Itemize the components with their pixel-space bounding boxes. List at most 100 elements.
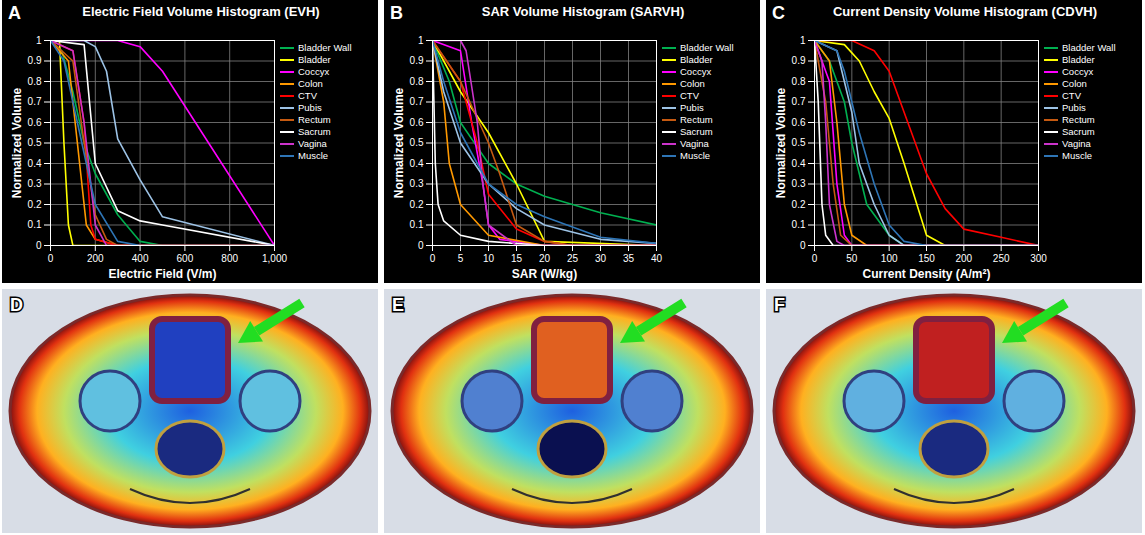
svg-text:0: 0 xyxy=(812,253,818,264)
svg-text:400: 400 xyxy=(132,253,149,264)
html-text:Vagina: Vagina xyxy=(1062,138,1091,149)
svg-text:0.7: 0.7 xyxy=(28,96,42,107)
svg-text:0.7: 0.7 xyxy=(410,96,424,107)
svg-text:0.8: 0.8 xyxy=(792,76,806,87)
svg-text:0.9: 0.9 xyxy=(792,55,806,66)
html-text:Sacrum: Sacrum xyxy=(1062,126,1095,137)
svg-text:SAR (W/kg): SAR (W/kg) xyxy=(512,267,577,281)
html-text:Pubis: Pubis xyxy=(298,102,322,113)
svg-text:300: 300 xyxy=(1030,253,1047,264)
html-text:Muscle: Muscle xyxy=(680,150,711,161)
svg-text:35: 35 xyxy=(623,253,635,264)
svg-text:0.6: 0.6 xyxy=(28,117,42,128)
svg-text:0: 0 xyxy=(430,253,436,264)
svg-text:0.5: 0.5 xyxy=(792,137,806,148)
svg-text:5: 5 xyxy=(458,253,464,264)
html-text:Sacrum: Sacrum xyxy=(680,126,713,137)
svg-text:0.3: 0.3 xyxy=(410,178,424,189)
svg-text:150: 150 xyxy=(918,253,935,264)
html-text:A: A xyxy=(8,3,21,23)
svg-text:0.2: 0.2 xyxy=(28,199,42,210)
svg-text:0.8: 0.8 xyxy=(410,76,424,87)
html-text:Vagina: Vagina xyxy=(680,138,709,149)
svg-text:0.2: 0.2 xyxy=(410,199,424,210)
svg-text:0.8: 0.8 xyxy=(28,76,42,87)
html-text:C: C xyxy=(772,3,785,23)
svg-text:50: 50 xyxy=(846,253,858,264)
svg-text:200: 200 xyxy=(87,253,104,264)
html-text:Bladder Wall: Bladder Wall xyxy=(680,42,734,53)
html-text:Pubis: Pubis xyxy=(1062,102,1086,113)
html-text:Muscle: Muscle xyxy=(298,150,329,161)
html-text:Electric Field Volume Histogra: Electric Field Volume Histogram (EVH) xyxy=(82,4,320,19)
svg-text:0.2: 0.2 xyxy=(792,199,806,210)
svg-text:Normalized Volume: Normalized Volume xyxy=(392,87,406,198)
svg-text:0.1: 0.1 xyxy=(792,219,806,230)
svg-text:Normalized Volume: Normalized Volume xyxy=(774,87,788,198)
svg-text:0: 0 xyxy=(800,240,806,251)
svg-text:Electric Field (V/m): Electric Field (V/m) xyxy=(108,267,216,281)
svg-text:E: E xyxy=(392,295,404,315)
html-text:Bladder: Bladder xyxy=(298,54,331,65)
html-text:Bladder Wall: Bladder Wall xyxy=(298,42,352,53)
svg-text:Current Density (A/m²): Current Density (A/m²) xyxy=(862,267,990,281)
html-text:CTV: CTV xyxy=(298,90,317,101)
html-text:Coccyx: Coccyx xyxy=(1062,66,1094,77)
html-text:Colon: Colon xyxy=(1062,78,1087,89)
svg-text:40: 40 xyxy=(651,253,663,264)
svg-text:250: 250 xyxy=(993,253,1010,264)
html-text:Coccyx: Coccyx xyxy=(298,66,330,77)
html-text:Bladder Wall: Bladder Wall xyxy=(1062,42,1116,53)
svg-text:0: 0 xyxy=(418,240,424,251)
svg-text:800: 800 xyxy=(221,253,238,264)
html-text:Rectum: Rectum xyxy=(1062,114,1095,125)
svg-text:30: 30 xyxy=(595,253,607,264)
html-text:Coccyx: Coccyx xyxy=(680,66,712,77)
svg-text:1,000: 1,000 xyxy=(262,253,287,264)
html-text:Colon: Colon xyxy=(680,78,705,89)
html-text:Bladder: Bladder xyxy=(680,54,713,65)
html-text:Sacrum: Sacrum xyxy=(298,126,331,137)
svg-text:F: F xyxy=(774,295,785,315)
svg-text:0: 0 xyxy=(36,240,42,251)
svg-text:15: 15 xyxy=(511,253,523,264)
html-text:CTV: CTV xyxy=(1062,90,1081,101)
svg-text:1: 1 xyxy=(418,35,424,46)
svg-text:200: 200 xyxy=(955,253,972,264)
svg-text:Normalized Volume: Normalized Volume xyxy=(10,87,24,198)
svg-text:0.6: 0.6 xyxy=(792,117,806,128)
svg-text:1: 1 xyxy=(36,35,42,46)
svg-text:0.5: 0.5 xyxy=(28,137,42,148)
svg-text:0.1: 0.1 xyxy=(28,219,42,230)
svg-text:D: D xyxy=(10,295,23,315)
svg-text:0.4: 0.4 xyxy=(792,158,806,169)
svg-text:0: 0 xyxy=(48,253,54,264)
html-text:B: B xyxy=(390,3,403,23)
svg-text:100: 100 xyxy=(881,253,898,264)
html-text:CTV: CTV xyxy=(680,90,699,101)
svg-text:20: 20 xyxy=(539,253,551,264)
svg-text:1: 1 xyxy=(800,35,806,46)
html-text:Rectum: Rectum xyxy=(680,114,713,125)
html-text:Current Density Volume Histogr: Current Density Volume Histogram (CDVH) xyxy=(832,4,1098,19)
html-text:Bladder: Bladder xyxy=(1062,54,1095,65)
svg-text:0.4: 0.4 xyxy=(410,158,424,169)
svg-text:25: 25 xyxy=(567,253,579,264)
svg-text:0.3: 0.3 xyxy=(28,178,42,189)
html-text:Vagina: Vagina xyxy=(298,138,327,149)
svg-text:0.9: 0.9 xyxy=(28,55,42,66)
svg-text:600: 600 xyxy=(177,253,194,264)
html-text:Rectum: Rectum xyxy=(298,114,331,125)
svg-text:0.9: 0.9 xyxy=(410,55,424,66)
svg-text:0.3: 0.3 xyxy=(792,178,806,189)
html-text:SAR Volume Histogram (SARVH): SAR Volume Histogram (SARVH) xyxy=(481,4,685,19)
svg-text:10: 10 xyxy=(483,253,495,264)
svg-text:0.4: 0.4 xyxy=(28,158,42,169)
html-text:Muscle: Muscle xyxy=(1062,150,1093,161)
svg-text:0.6: 0.6 xyxy=(410,117,424,128)
html-text:Colon: Colon xyxy=(298,78,323,89)
svg-text:0.7: 0.7 xyxy=(792,96,806,107)
svg-text:0.1: 0.1 xyxy=(410,219,424,230)
svg-text:0.5: 0.5 xyxy=(410,137,424,148)
html-text:Pubis: Pubis xyxy=(680,102,704,113)
